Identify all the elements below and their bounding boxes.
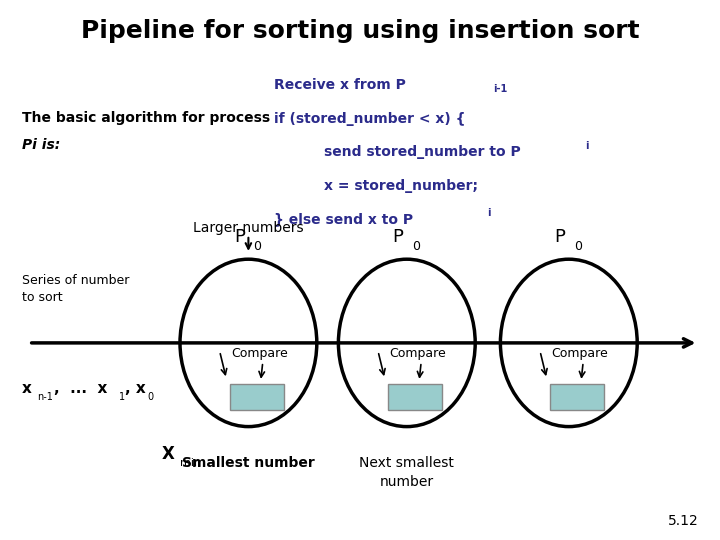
Text: Compare: Compare xyxy=(390,347,446,360)
Text: 0: 0 xyxy=(412,240,420,253)
Bar xyxy=(230,384,284,410)
Text: Compare: Compare xyxy=(552,347,608,360)
Text: 0: 0 xyxy=(148,392,154,402)
Text: P: P xyxy=(234,228,245,246)
Bar xyxy=(551,384,605,410)
Text: , x: , x xyxy=(125,381,146,396)
Text: n-1: n-1 xyxy=(37,392,53,402)
Text: 5.12: 5.12 xyxy=(667,514,698,528)
Text: Pi is:: Pi is: xyxy=(22,138,60,152)
Text: Receive x from P: Receive x from P xyxy=(274,78,405,92)
Text: ,  ...  x: , ... x xyxy=(54,381,107,396)
Text: Next smallest
number: Next smallest number xyxy=(359,456,454,489)
Text: x = stored_number;: x = stored_number; xyxy=(324,179,478,193)
Text: 0: 0 xyxy=(253,240,261,253)
Text: Smallest number: Smallest number xyxy=(182,456,315,470)
Text: P: P xyxy=(392,228,403,246)
Text: P: P xyxy=(554,228,565,246)
Text: 1: 1 xyxy=(119,392,125,402)
Text: x: x xyxy=(22,381,32,396)
Text: i: i xyxy=(487,208,490,218)
Text: Pipeline for sorting using insertion sort: Pipeline for sorting using insertion sor… xyxy=(81,19,639,43)
Bar xyxy=(389,384,442,410)
Text: } else send x to P: } else send x to P xyxy=(274,212,413,226)
Text: min: min xyxy=(180,458,201,468)
Text: Compare: Compare xyxy=(231,347,287,360)
Text: if (stored_number < x) {: if (stored_number < x) { xyxy=(274,112,465,126)
Text: i: i xyxy=(585,141,588,151)
Text: 0: 0 xyxy=(574,240,582,253)
Text: send stored_number to P: send stored_number to P xyxy=(324,145,521,159)
Text: Series of number
to sort: Series of number to sort xyxy=(22,274,129,304)
Text: Larger numbers: Larger numbers xyxy=(193,221,304,235)
Text: The basic algorithm for process: The basic algorithm for process xyxy=(22,111,270,125)
Text: X: X xyxy=(162,444,175,463)
Text: i-1: i-1 xyxy=(493,84,508,94)
